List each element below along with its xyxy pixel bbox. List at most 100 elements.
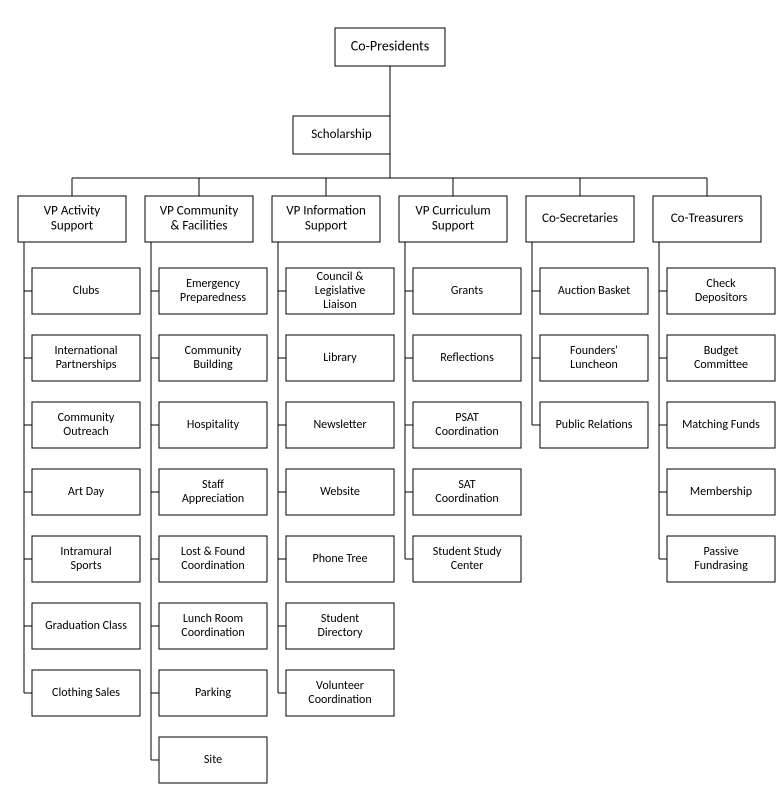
node-psat: PSATCoordination — [413, 402, 521, 448]
svg-text:Newsletter: Newsletter — [313, 418, 366, 432]
svg-text:Founders': Founders' — [570, 344, 618, 358]
svg-text:Coordination: Coordination — [435, 492, 498, 506]
svg-text:Support: Support — [51, 219, 94, 234]
node-site: Site — [159, 737, 267, 783]
node-matching_funds: Matching Funds — [667, 402, 775, 448]
svg-text:Depositors: Depositors — [695, 291, 748, 305]
node-founders_luncheon: Founders'Luncheon — [540, 335, 648, 381]
svg-text:Lunch Room: Lunch Room — [183, 612, 243, 626]
node-phone_tree: Phone Tree — [286, 536, 394, 582]
node-check_depositors: CheckDepositors — [667, 268, 775, 314]
node-newsletter: Newsletter — [286, 402, 394, 448]
node-student_directory: StudentDirectory — [286, 603, 394, 649]
svg-text:Staff: Staff — [202, 478, 224, 492]
svg-text:Emergency: Emergency — [186, 277, 240, 291]
svg-text:Coordination: Coordination — [181, 559, 244, 573]
svg-text:Membership: Membership — [690, 485, 752, 499]
svg-text:Co-Secretaries: Co-Secretaries — [542, 211, 618, 226]
svg-text:Co-Treasurers: Co-Treasurers — [671, 211, 744, 226]
svg-text:Partnerships: Partnerships — [56, 358, 117, 372]
svg-text:Coordination: Coordination — [308, 693, 371, 707]
node-co_secretaries: Co-Secretaries — [526, 196, 634, 242]
svg-text:Co-Presidents: Co-Presidents — [351, 37, 429, 54]
node-lunch_room: Lunch RoomCoordination — [159, 603, 267, 649]
svg-text:Support: Support — [432, 219, 475, 234]
svg-text:Legislative: Legislative — [315, 284, 365, 298]
svg-text:Reflections: Reflections — [440, 351, 494, 365]
svg-text:Graduation Class: Graduation Class — [45, 619, 127, 633]
node-membership: Membership — [667, 469, 775, 515]
node-clothing_sales: Clothing Sales — [32, 670, 140, 716]
node-graduation_class: Graduation Class — [32, 603, 140, 649]
svg-text:Outreach: Outreach — [63, 425, 108, 439]
node-lost_found: Lost & FoundCoordination — [159, 536, 267, 582]
svg-text:Site: Site — [204, 753, 222, 767]
svg-text:Library: Library — [323, 351, 357, 365]
svg-text:Public Relations: Public Relations — [556, 418, 633, 432]
node-public_relations: Public Relations — [540, 402, 648, 448]
svg-text:Liaison: Liaison — [323, 298, 357, 312]
node-co-presidents: Co-Presidents — [335, 28, 445, 66]
svg-text:& Facilities: & Facilities — [171, 219, 228, 234]
svg-text:Committee: Committee — [694, 358, 748, 372]
svg-text:SAT: SAT — [458, 478, 475, 492]
svg-text:Community: Community — [185, 344, 242, 358]
svg-text:Lost & Found: Lost & Found — [181, 545, 245, 559]
svg-text:Student Study: Student Study — [433, 545, 502, 559]
svg-text:Sports: Sports — [70, 559, 101, 573]
svg-text:Clothing Sales: Clothing Sales — [52, 686, 120, 700]
svg-text:Directory: Directory — [317, 626, 363, 640]
node-library: Library — [286, 335, 394, 381]
boxes: Co-PresidentsScholarshipVP ActivitySuppo… — [18, 28, 775, 783]
node-vp_activity: VP ActivitySupport — [18, 196, 126, 242]
svg-text:Budget: Budget — [704, 344, 739, 358]
svg-text:VP Community: VP Community — [160, 204, 239, 219]
svg-text:Passive: Passive — [703, 545, 738, 559]
svg-text:Check: Check — [706, 277, 736, 291]
node-art_day: Art Day — [32, 469, 140, 515]
org-chart: Co-PresidentsScholarshipVP ActivitySuppo… — [0, 0, 777, 799]
node-grants: Grants — [413, 268, 521, 314]
node-community_outreach: CommunityOutreach — [32, 402, 140, 448]
svg-text:Intramural: Intramural — [60, 545, 111, 559]
node-co_treasurers: Co-Treasurers — [653, 196, 761, 242]
svg-text:Coordination: Coordination — [435, 425, 498, 439]
svg-text:Support: Support — [305, 219, 348, 234]
node-auction_basket: Auction Basket — [540, 268, 648, 314]
svg-text:Grants: Grants — [451, 284, 483, 298]
node-student_study: Student StudyCenter — [413, 536, 521, 582]
svg-text:Coordination: Coordination — [181, 626, 244, 640]
node-sat: SATCoordination — [413, 469, 521, 515]
svg-text:VP Activity: VP Activity — [44, 204, 101, 219]
svg-text:Student: Student — [321, 612, 359, 626]
svg-text:PSAT: PSAT — [455, 411, 479, 425]
svg-text:Hospitality: Hospitality — [187, 418, 240, 432]
svg-text:Center: Center — [451, 559, 484, 573]
node-intramural_sports: IntramuralSports — [32, 536, 140, 582]
node-parking: Parking — [159, 670, 267, 716]
node-clubs: Clubs — [32, 268, 140, 314]
node-intl_partnerships: InternationalPartnerships — [32, 335, 140, 381]
svg-text:Art Day: Art Day — [68, 485, 105, 499]
svg-text:Clubs: Clubs — [73, 284, 100, 298]
node-passive_fundraising: PassiveFundrasing — [667, 536, 775, 582]
node-volunteer_coord: VolunteerCoordination — [286, 670, 394, 716]
node-reflections: Reflections — [413, 335, 521, 381]
svg-text:Matching Funds: Matching Funds — [682, 418, 760, 432]
svg-text:Preparedness: Preparedness — [180, 291, 247, 305]
node-council_liaison: Council &LegislativeLiaison — [286, 268, 394, 314]
svg-text:International: International — [54, 344, 117, 358]
node-vp_community: VP Community& Facilities — [145, 196, 253, 242]
node-community_building: CommunityBuilding — [159, 335, 267, 381]
node-emergency_prep: EmergencyPreparedness — [159, 268, 267, 314]
node-staff_appreciation: StaffAppreciation — [159, 469, 267, 515]
svg-text:Auction Basket: Auction Basket — [558, 284, 630, 298]
svg-text:VP Curriculum: VP Curriculum — [415, 204, 490, 219]
node-scholarship: Scholarship — [293, 116, 390, 154]
svg-text:Parking: Parking — [195, 686, 231, 700]
node-budget_committee: BudgetCommittee — [667, 335, 775, 381]
svg-text:Scholarship: Scholarship — [311, 127, 372, 142]
node-hospitality: Hospitality — [159, 402, 267, 448]
svg-text:Council &: Council & — [317, 270, 365, 284]
svg-text:Fundrasing: Fundrasing — [694, 559, 748, 573]
